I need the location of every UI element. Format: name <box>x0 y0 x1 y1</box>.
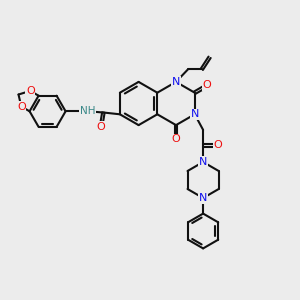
Text: N: N <box>199 157 207 167</box>
Text: O: O <box>172 134 180 145</box>
Text: O: O <box>97 122 105 132</box>
Text: O: O <box>214 140 223 151</box>
Text: NH: NH <box>80 106 95 116</box>
Text: O: O <box>26 86 35 96</box>
Text: O: O <box>17 101 26 112</box>
Text: N: N <box>199 193 207 203</box>
Text: N: N <box>190 109 199 119</box>
Text: O: O <box>203 80 212 91</box>
Text: N: N <box>172 77 180 87</box>
